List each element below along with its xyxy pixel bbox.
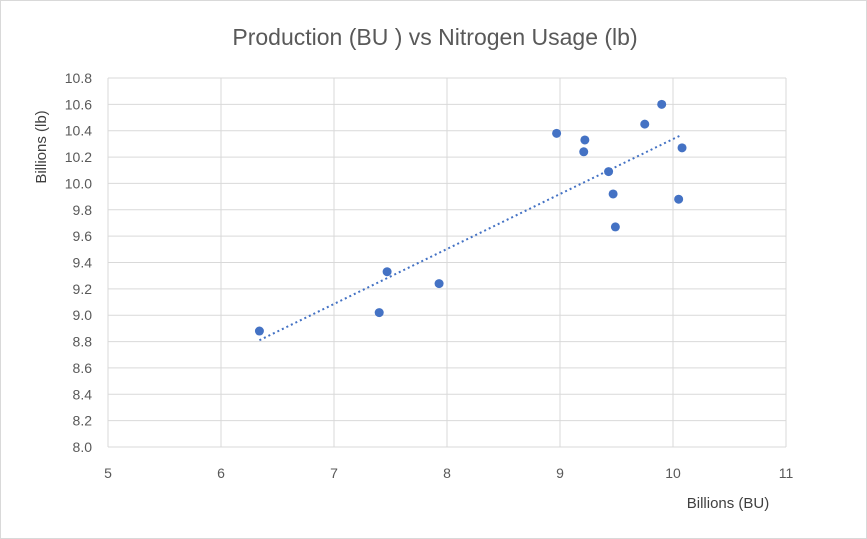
y-tick-label: 9.0 — [73, 307, 93, 323]
x-tick-label: 8 — [443, 465, 451, 481]
y-tick-label: 9.4 — [73, 255, 93, 271]
data-point — [604, 167, 614, 177]
trendline-group — [258, 133, 683, 342]
data-point — [608, 189, 618, 199]
data-point — [382, 267, 392, 277]
y-tick-label: 8.2 — [73, 413, 93, 429]
data-point — [579, 147, 589, 157]
x-axis-title: Billions (BU) — [687, 495, 770, 512]
y-tick-labels: 8.0 8.2 8.4 8.6 8.8 9.0 9.2 9.4 9.6 9.8 10.0 10.2 10… — [65, 70, 92, 455]
trendline — [258, 133, 683, 342]
data-point — [434, 279, 444, 289]
y-tick-label: 10.6 — [65, 96, 92, 112]
gridlines — [107, 77, 787, 448]
data-point — [677, 143, 687, 153]
chart-title: Production (BU ) vs Nitrogen Usage (lb) — [232, 24, 637, 50]
y-tick-label: 9.6 — [73, 228, 93, 244]
data-points — [254, 99, 687, 336]
data-point — [640, 119, 650, 129]
y-tick-label: 8.8 — [73, 334, 93, 350]
data-point — [374, 308, 384, 318]
y-tick-label: 9.2 — [73, 281, 93, 297]
y-tick-label: 9.8 — [73, 202, 93, 218]
data-point — [552, 128, 562, 138]
y-tick-label: 10.0 — [65, 175, 92, 191]
x-tick-labels: 5 6 7 8 9 10 11 — [104, 465, 793, 481]
y-tick-label: 10.8 — [65, 70, 92, 86]
x-tick-label: 9 — [556, 465, 564, 481]
data-point — [254, 326, 264, 336]
y-tick-label: 8.4 — [73, 386, 93, 402]
y-axis-title: Billions (lb) — [33, 110, 50, 183]
x-tick-label: 7 — [330, 465, 338, 481]
data-point — [674, 194, 684, 204]
data-point — [610, 222, 620, 232]
x-tick-label: 5 — [104, 465, 112, 481]
x-tick-label: 11 — [779, 465, 794, 481]
y-tick-label: 10.2 — [65, 149, 92, 165]
data-point — [580, 135, 590, 145]
y-tick-label: 8.0 — [73, 439, 93, 455]
y-tick-label: 8.6 — [73, 360, 93, 376]
x-tick-label: 6 — [217, 465, 225, 481]
y-tick-label: 10.4 — [65, 123, 92, 139]
x-tick-label: 10 — [665, 465, 681, 481]
data-point — [657, 99, 667, 109]
